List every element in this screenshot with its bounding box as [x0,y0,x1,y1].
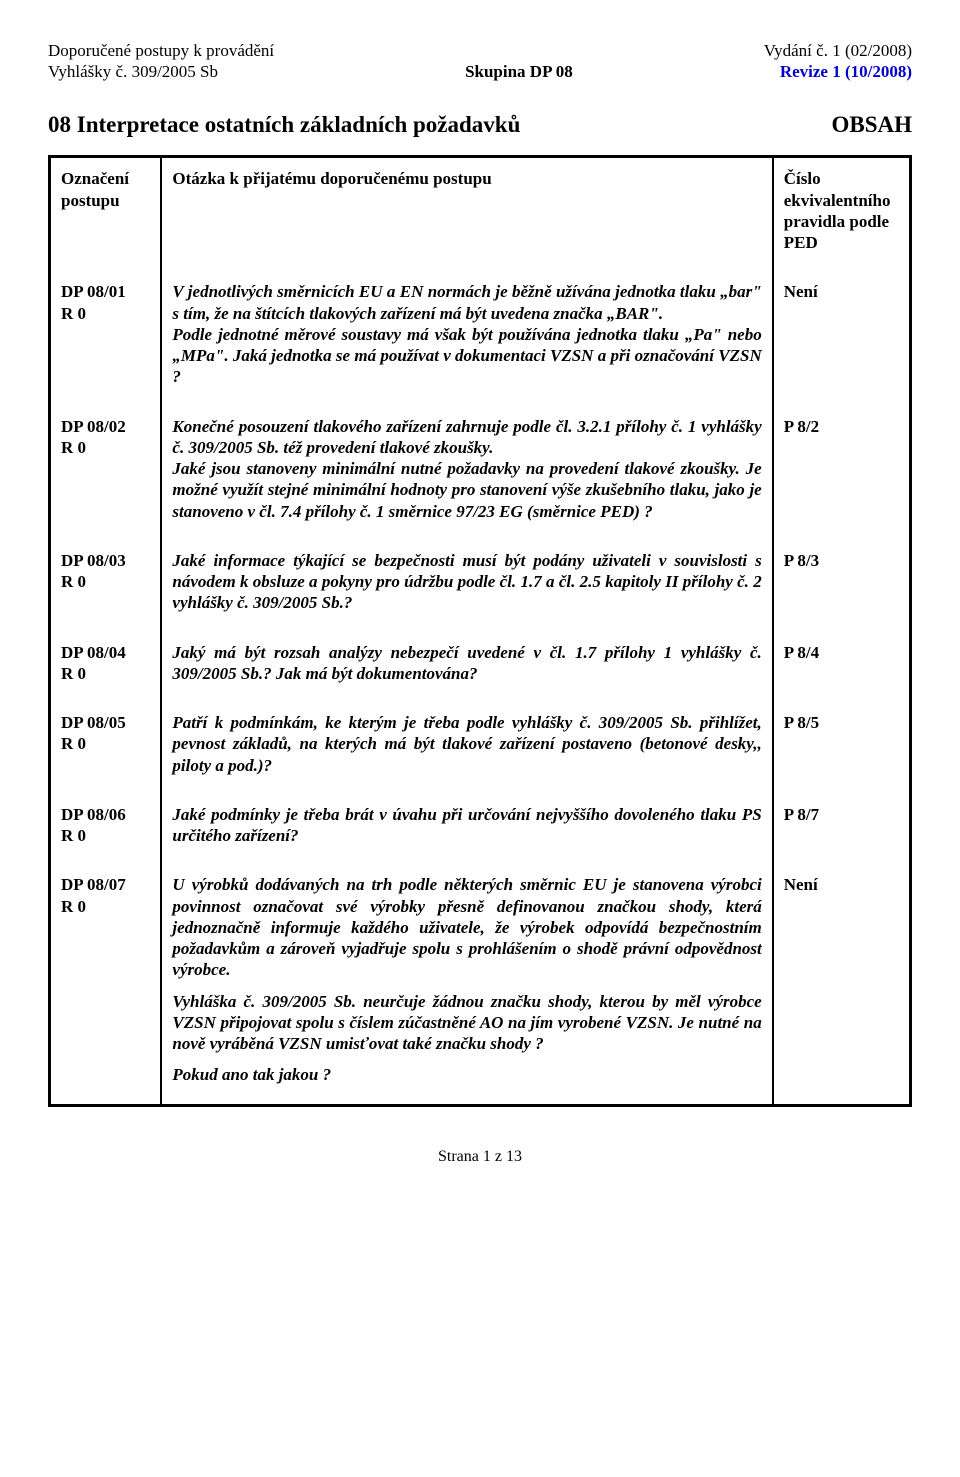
row-id-line1: DP 08/06 [61,804,150,825]
table-row: DP 08/03 R 0 Jaké informace týkající se … [50,540,911,632]
row-id-line2: R 0 [61,663,150,684]
row-question-p2: Jaké jsou stanoveny minimální nutné poža… [172,458,761,522]
row-question: U výrobků dodávaných na trh podle někter… [161,864,772,1105]
row-id-line1: DP 08/02 [61,416,150,437]
row-ped: P 8/3 [773,540,911,632]
row-id-line2: R 0 [61,437,150,458]
page-header: Doporučené postupy k provádění Vyhlášky … [48,40,912,83]
row-ped: P 8/5 [773,702,911,794]
col-header-question: Otázka k přijatému doporučenému postupu [161,157,772,272]
row-id: DP 08/06 R 0 [50,794,162,865]
table-row: DP 08/07 R 0 U výrobků dodávaných na trh… [50,864,911,1105]
row-question: Jaké informace týkající se bezpečnosti m… [161,540,772,632]
row-id: DP 08/03 R 0 [50,540,162,632]
table-header-row: Označení postupu Otázka k přijatému dopo… [50,157,911,272]
row-question-p2: Podle jednotné měrové soustavy má však b… [172,324,761,388]
header-left-line2: Vyhlášky č. 309/2005 Sb [48,61,274,82]
page-footer: Strana 1 z 13 [48,1147,912,1167]
table-row: DP 08/02 R 0 Konečné posouzení tlakového… [50,406,911,540]
row-question: Jaké podmínky je třeba brát v úvahu při … [161,794,772,865]
row-question-p2: Vyhláška č. 309/2005 Sb. neurčuje žádnou… [172,991,761,1055]
row-id-line2: R 0 [61,896,150,917]
row-question-p3: Pokud ano tak jakou ? [172,1064,761,1085]
table-row: DP 08/01 R 0 V jednotlivých směrnicích E… [50,271,911,405]
row-id: DP 08/04 R 0 [50,632,162,703]
row-question-p1: V jednotlivých směrnicích EU a EN normác… [172,281,761,324]
row-question: Jaký má být rozsah analýzy nebezpečí uve… [161,632,772,703]
header-right: Vydání č. 1 (02/2008) Revize 1 (10/2008) [764,40,912,83]
row-id-line1: DP 08/01 [61,281,150,302]
row-ped: Není [773,864,911,1105]
row-question-p1: U výrobků dodávaných na trh podle někter… [172,874,761,980]
row-id-line2: R 0 [61,571,150,592]
row-ped: P 8/2 [773,406,911,540]
header-left-line1: Doporučené postupy k provádění [48,40,274,61]
row-question: V jednotlivých směrnicích EU a EN normác… [161,271,772,405]
table-row: DP 08/06 R 0 Jaké podmínky je třeba brát… [50,794,911,865]
row-question: Patří k podmínkám, ke kterým je třeba po… [161,702,772,794]
row-question: Konečné posouzení tlakového zařízení zah… [161,406,772,540]
table-row: DP 08/04 R 0 Jaký má být rozsah analýzy … [50,632,911,703]
header-center-text: Skupina DP 08 [274,61,764,82]
row-id: DP 08/07 R 0 [50,864,162,1105]
row-ped: P 8/7 [773,794,911,865]
row-question-p1: Jaké podmínky je třeba brát v úvahu při … [172,804,761,847]
row-id-line1: DP 08/03 [61,550,150,571]
row-id: DP 08/01 R 0 [50,271,162,405]
row-question-p1: Konečné posouzení tlakového zařízení zah… [172,416,761,459]
header-right-line1: Vydání č. 1 (02/2008) [764,40,912,61]
content-table: Označení postupu Otázka k přijatému dopo… [48,155,912,1106]
header-center: Skupina DP 08 [274,40,764,83]
row-id-line2: R 0 [61,825,150,846]
main-heading: 08 Interpretace ostatních základních pož… [48,111,912,140]
main-heading-title: 08 Interpretace ostatních základních pož… [48,111,520,140]
row-id: DP 08/05 R 0 [50,702,162,794]
row-id-line1: DP 08/07 [61,874,150,895]
row-id: DP 08/02 R 0 [50,406,162,540]
main-heading-obsah: OBSAH [831,111,912,140]
row-question-p1: Jaký má být rozsah analýzy nebezpečí uve… [172,642,761,685]
row-question-p1: Jaké informace týkající se bezpečnosti m… [172,550,761,614]
col-header-id: Označení postupu [50,157,162,272]
row-id-line2: R 0 [61,303,150,324]
header-right-revize: Revize 1 (10/2008) [764,61,912,82]
table-row: DP 08/05 R 0 Patří k podmínkám, ke který… [50,702,911,794]
row-question-p1: Patří k podmínkám, ke kterým je třeba po… [172,712,761,776]
row-id-line2: R 0 [61,733,150,754]
col-header-ped: Číslo ekvivalentního pravidla podle PED [773,157,911,272]
row-ped: Není [773,271,911,405]
row-id-line1: DP 08/04 [61,642,150,663]
row-id-line1: DP 08/05 [61,712,150,733]
row-ped: P 8/4 [773,632,911,703]
header-left: Doporučené postupy k provádění Vyhlášky … [48,40,274,83]
